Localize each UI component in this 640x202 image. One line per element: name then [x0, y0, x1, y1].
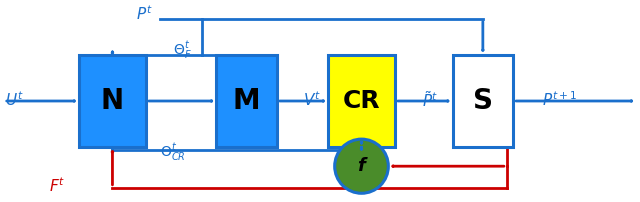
FancyBboxPatch shape	[328, 55, 395, 147]
Text: $P^t$: $P^t$	[136, 4, 153, 23]
Text: $V^t$: $V^t$	[303, 91, 321, 109]
FancyBboxPatch shape	[216, 55, 277, 147]
Text: $\tilde{P}^t$: $\tilde{P}^t$	[422, 90, 438, 110]
Text: $U^t$: $U^t$	[5, 91, 24, 109]
Text: CR: CR	[342, 89, 380, 113]
Text: M: M	[233, 87, 260, 115]
Text: $P^{t+1}$: $P^{t+1}$	[542, 91, 577, 109]
FancyBboxPatch shape	[79, 55, 146, 147]
Text: $F^t$: $F^t$	[49, 176, 65, 195]
Text: f: f	[358, 157, 365, 175]
FancyBboxPatch shape	[452, 55, 513, 147]
Text: $\Theta_F^t$: $\Theta_F^t$	[173, 39, 192, 61]
Text: $\Theta_{CR}^t$: $\Theta_{CR}^t$	[160, 141, 186, 163]
Text: S: S	[473, 87, 493, 115]
Ellipse shape	[335, 139, 388, 193]
Text: N: N	[101, 87, 124, 115]
